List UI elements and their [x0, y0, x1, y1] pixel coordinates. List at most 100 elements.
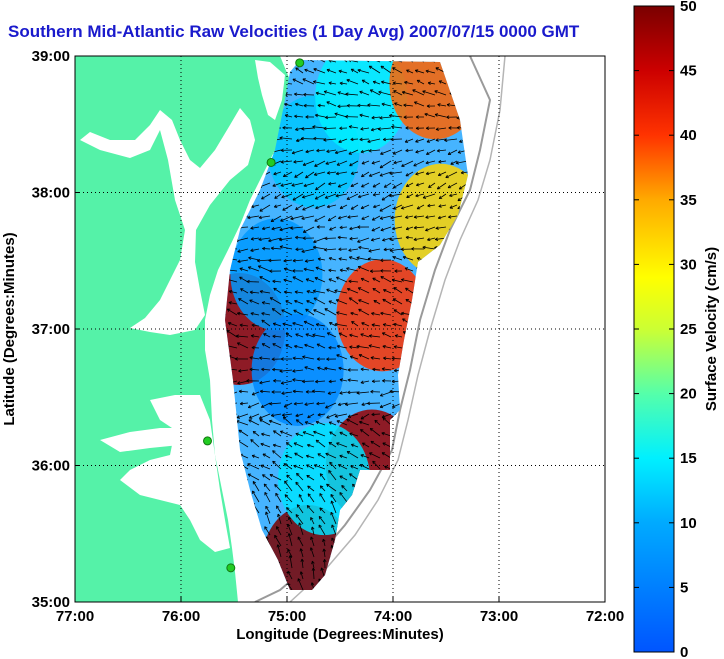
velocity-arrow-icon [306, 290, 315, 294]
velocity-arrow-icon [293, 442, 304, 448]
velocity-arrow-icon [238, 369, 249, 373]
velocity-arrow-icon [313, 171, 326, 176]
velocity-arrow-icon [425, 160, 436, 165]
velocity-arrow-icon [436, 148, 447, 153]
velocity-arrow-icon [356, 391, 370, 395]
velocity-arrow-icon [295, 419, 304, 426]
velocity-arrow-icon [335, 171, 348, 176]
velocity-arrow-icon [322, 538, 326, 547]
velocity-arrow-icon [371, 226, 381, 232]
velocity-arrow-icon [315, 439, 326, 448]
colorbar-tick-label: 45 [680, 63, 697, 80]
velocity-arrow-icon [304, 421, 315, 426]
velocity-arrow-icon [306, 300, 315, 305]
velocity-arrow-icon [326, 149, 337, 153]
velocity-arrow-icon [247, 215, 260, 220]
colorbar-tick-label: 20 [680, 386, 697, 403]
velocity-arrow-icon [274, 534, 282, 547]
velocity-arrow-icon [349, 345, 359, 349]
velocity-arrow-icon [305, 149, 315, 154]
velocity-arrow-icon [302, 78, 315, 85]
velocity-arrow-icon [319, 485, 326, 492]
velocity-arrow-icon [305, 333, 315, 338]
velocity-arrow-icon [358, 245, 370, 250]
velocity-arrow-icon [257, 258, 271, 263]
velocity-arrow-icon [401, 160, 414, 167]
velocity-arrow-icon [359, 137, 370, 142]
velocity-arrow-icon [350, 68, 359, 74]
velocity-arrow-icon [328, 81, 337, 85]
velocity-arrow-icon [272, 367, 282, 372]
velocity-arrow-icon [272, 334, 282, 339]
velocity-arrow-icon [305, 171, 315, 179]
velocity-arrow-icon [328, 441, 337, 448]
velocity-arrow-icon [424, 112, 436, 118]
velocity-arrow-icon [392, 81, 403, 85]
velocity-arrow-icon [237, 380, 249, 385]
velocity-arrow-icon [434, 90, 447, 96]
velocity-arrow-icon [371, 115, 381, 120]
velocity-arrow-icon [291, 149, 304, 155]
velocity-arrow-icon [305, 390, 315, 394]
velocity-arrow-icon [422, 90, 436, 96]
velocity-arrow-icon [322, 559, 327, 569]
velocity-arrow-icon [426, 149, 436, 155]
velocity-arrow-icon [315, 91, 326, 96]
velocity-arrow-icon [329, 322, 337, 327]
velocity-arrow-icon [300, 558, 305, 569]
velocity-arrow-icon [280, 357, 293, 361]
velocity-arrow-icon [404, 80, 414, 85]
velocity-arrow-icon [251, 391, 260, 396]
velocity-arrow-icon [328, 268, 337, 273]
velocity-arrow-icon [338, 332, 348, 338]
velocity-arrow-icon [371, 215, 381, 221]
velocity-arrow-icon [357, 237, 370, 243]
velocity-arrow-icon [372, 182, 381, 188]
velocity-arrow-icon [296, 472, 304, 481]
velocity-arrow-icon [349, 226, 359, 231]
colorbar [633, 5, 675, 653]
velocity-arrow-icon [360, 413, 370, 420]
velocity-arrow-icon [302, 379, 315, 384]
velocity-arrow-icon [339, 378, 348, 382]
velocity-arrow-icon [314, 113, 326, 118]
velocity-arrow-icon [370, 440, 381, 448]
velocity-arrow-icon [437, 103, 447, 107]
velocity-arrow-icon [380, 149, 392, 155]
station-marker-icon [203, 436, 212, 446]
velocity-arrow-icon [437, 171, 447, 177]
velocity-arrow-icon [234, 357, 249, 361]
velocity-arrow-icon [331, 524, 337, 536]
velocity-arrow-icon [263, 483, 271, 492]
velocity-arrow-icon [356, 256, 370, 261]
velocity-arrow-icon [287, 548, 293, 558]
velocity-arrow-icon [428, 182, 436, 188]
velocity-arrow-icon [434, 113, 447, 118]
velocity-arrow-icon [336, 354, 348, 360]
velocity-arrow-icon [248, 256, 260, 261]
velocity-arrow-icon [319, 507, 326, 514]
velocity-arrow-icon [316, 225, 326, 229]
velocity-arrow-icon [324, 236, 337, 241]
velocity-arrow-icon [338, 138, 348, 143]
velocity-arrow-icon [380, 258, 392, 263]
velocity-arrow-icon [304, 259, 315, 263]
velocity-arrow-icon [347, 413, 359, 418]
velocity-arrow-icon [338, 69, 348, 74]
velocity-arrow-icon [367, 401, 381, 406]
velocity-arrow-icon [339, 204, 348, 209]
velocity-arrow-icon [415, 126, 425, 131]
velocity-arrow-icon [317, 453, 326, 459]
velocity-arrow-icon [382, 298, 392, 305]
velocity-arrow-icon [326, 68, 337, 74]
velocity-arrow-icon [294, 92, 304, 97]
velocity-arrow-icon [250, 237, 260, 241]
velocity-arrow-icon [438, 193, 447, 200]
velocity-arrow-icon [273, 430, 282, 437]
velocity-arrow-icon [257, 265, 271, 272]
delaware-bay [255, 60, 285, 120]
velocity-arrow-icon [348, 279, 359, 284]
velocity-arrow-icon [295, 481, 304, 492]
velocity-arrow-icon [328, 182, 337, 186]
velocity-arrow-icon [389, 237, 403, 242]
